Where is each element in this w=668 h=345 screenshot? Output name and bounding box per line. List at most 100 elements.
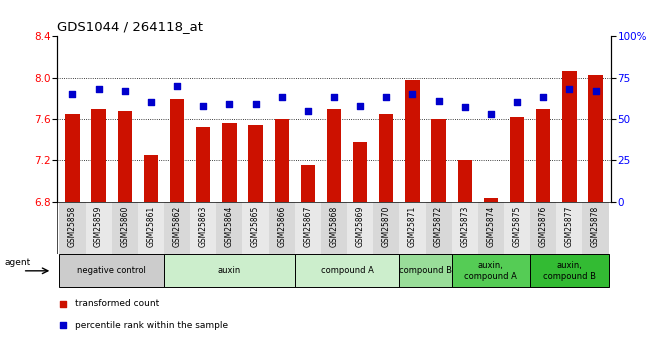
Bar: [432, 119, 446, 202]
Point: [381, 95, 391, 100]
Bar: [59, 202, 86, 254]
Point: [146, 100, 156, 105]
Bar: [112, 202, 138, 254]
Bar: [144, 155, 158, 202]
Text: GSM25876: GSM25876: [538, 206, 548, 247]
Text: agent: agent: [5, 258, 31, 267]
Bar: [92, 109, 106, 202]
Bar: [242, 202, 269, 254]
Bar: [118, 111, 132, 202]
Point: [120, 88, 130, 93]
Bar: [536, 109, 550, 202]
Bar: [399, 202, 426, 254]
Text: auxin,
compound B: auxin, compound B: [543, 261, 596, 280]
Bar: [190, 202, 216, 254]
Text: auxin,
compound A: auxin, compound A: [464, 261, 517, 280]
Point: [407, 91, 418, 97]
Text: GSM25878: GSM25878: [591, 206, 600, 247]
Bar: [530, 254, 609, 287]
Text: GSM25877: GSM25877: [565, 206, 574, 247]
Bar: [510, 117, 524, 202]
Bar: [222, 123, 236, 202]
Bar: [65, 114, 79, 202]
Point: [172, 83, 182, 89]
Text: GSM25872: GSM25872: [434, 206, 443, 247]
Bar: [170, 99, 184, 202]
Text: GDS1044 / 264118_at: GDS1044 / 264118_at: [57, 20, 203, 33]
Point: [67, 91, 77, 97]
Bar: [562, 71, 576, 202]
Text: GSM25864: GSM25864: [225, 206, 234, 247]
Bar: [379, 114, 393, 202]
Text: GSM25862: GSM25862: [172, 206, 182, 247]
Bar: [589, 75, 603, 202]
Bar: [426, 202, 452, 254]
Bar: [216, 202, 242, 254]
Text: transformed count: transformed count: [75, 299, 159, 308]
Bar: [164, 254, 295, 287]
Text: GSM25865: GSM25865: [251, 206, 260, 247]
Point: [224, 101, 234, 107]
Point: [329, 95, 339, 100]
Text: GSM25874: GSM25874: [486, 206, 496, 247]
Point: [58, 322, 69, 328]
Bar: [138, 202, 164, 254]
Bar: [275, 119, 289, 202]
Text: GSM25867: GSM25867: [303, 206, 313, 247]
Text: GSM25866: GSM25866: [277, 206, 286, 247]
Bar: [327, 109, 341, 202]
Text: GSM25875: GSM25875: [512, 206, 522, 247]
Bar: [504, 202, 530, 254]
Text: GSM25868: GSM25868: [329, 206, 339, 247]
Text: GSM25873: GSM25873: [460, 206, 469, 247]
Bar: [321, 202, 347, 254]
Bar: [399, 254, 452, 287]
Point: [538, 95, 548, 100]
Bar: [582, 202, 609, 254]
Bar: [295, 202, 321, 254]
Text: GSM25871: GSM25871: [408, 206, 417, 247]
Bar: [405, 80, 420, 202]
Point: [564, 87, 574, 92]
Text: compound A: compound A: [321, 266, 373, 275]
Bar: [196, 127, 210, 202]
Bar: [295, 254, 399, 287]
Bar: [530, 202, 556, 254]
Bar: [484, 198, 498, 202]
Bar: [452, 202, 478, 254]
Bar: [248, 125, 263, 202]
Point: [512, 100, 522, 105]
Text: GSM25869: GSM25869: [355, 206, 365, 247]
Text: GSM25860: GSM25860: [120, 206, 130, 247]
Bar: [347, 202, 373, 254]
Text: percentile rank within the sample: percentile rank within the sample: [75, 321, 228, 330]
Bar: [269, 202, 295, 254]
Bar: [478, 202, 504, 254]
Bar: [86, 202, 112, 254]
Point: [198, 103, 208, 109]
Point: [355, 103, 365, 109]
Point: [486, 111, 496, 117]
Bar: [353, 142, 367, 202]
Point: [94, 87, 104, 92]
Point: [460, 105, 470, 110]
Point: [58, 301, 69, 306]
Text: GSM25870: GSM25870: [382, 206, 391, 247]
Point: [303, 108, 313, 114]
Bar: [458, 160, 472, 202]
Bar: [59, 254, 164, 287]
Text: GSM25861: GSM25861: [146, 206, 156, 247]
Bar: [452, 254, 530, 287]
Bar: [301, 165, 315, 202]
Text: GSM25863: GSM25863: [199, 206, 208, 247]
Text: auxin: auxin: [218, 266, 241, 275]
Text: GSM25859: GSM25859: [94, 206, 103, 247]
Point: [277, 95, 287, 100]
Point: [591, 88, 601, 93]
Point: [434, 98, 444, 104]
Text: negative control: negative control: [77, 266, 146, 275]
Text: compound B: compound B: [399, 266, 452, 275]
Bar: [164, 202, 190, 254]
Bar: [556, 202, 582, 254]
Bar: [373, 202, 399, 254]
